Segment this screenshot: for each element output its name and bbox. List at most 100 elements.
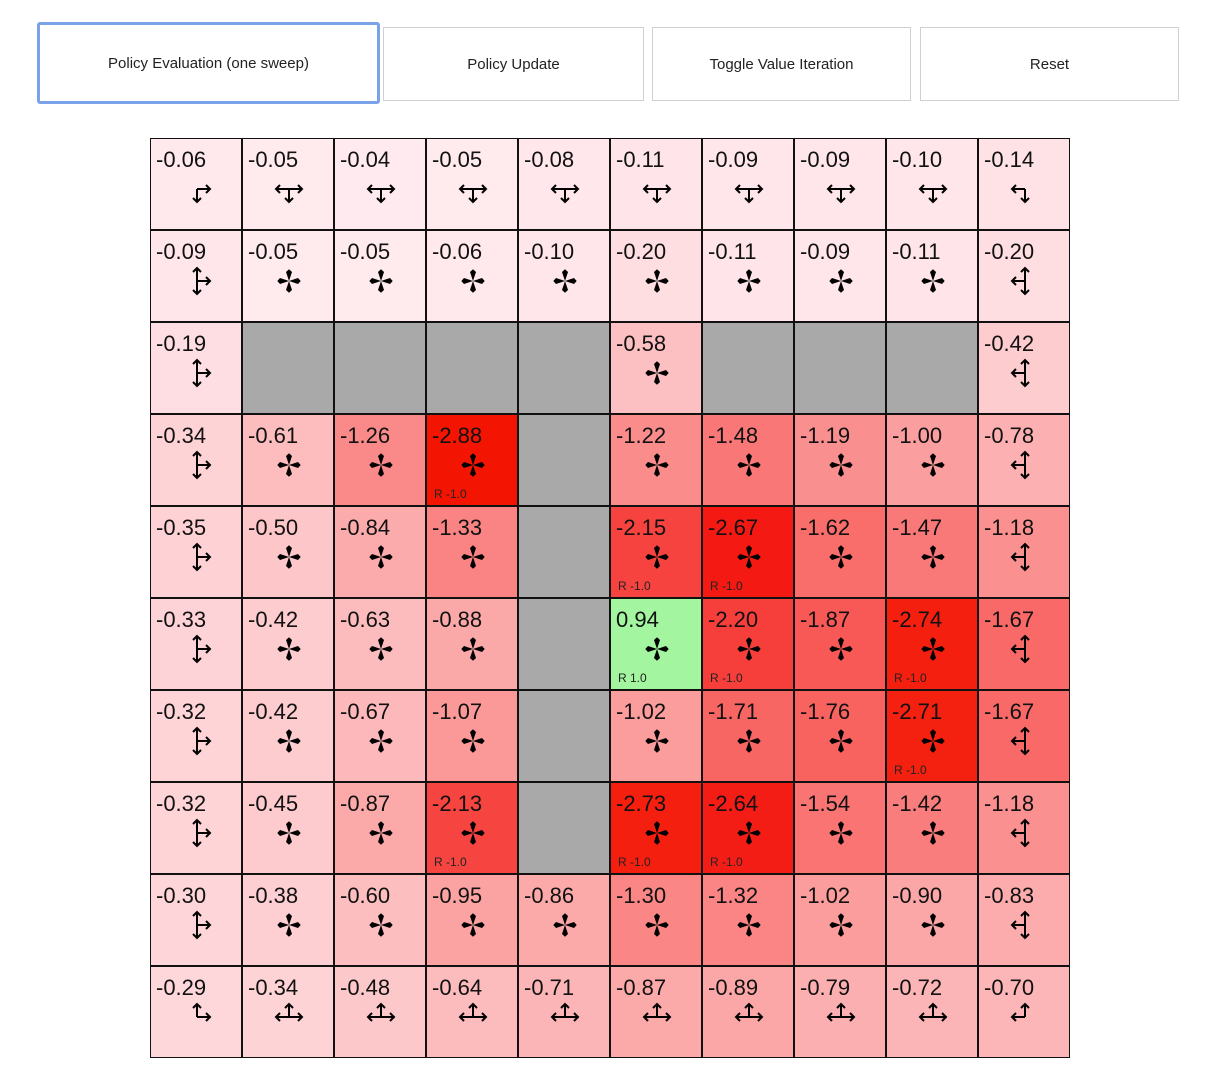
- wall-cell[interactable]: [518, 322, 610, 414]
- grid-cell[interactable]: -0.09: [794, 138, 886, 230]
- wall-cell[interactable]: [426, 322, 518, 414]
- grid-cell[interactable]: -0.48: [334, 966, 426, 1058]
- wall-cell[interactable]: [702, 322, 794, 414]
- grid-cell[interactable]: -0.63: [334, 598, 426, 690]
- grid-cell[interactable]: -1.18: [978, 782, 1070, 874]
- grid-cell[interactable]: -0.34: [150, 414, 242, 506]
- grid-cell[interactable]: -0.45: [242, 782, 334, 874]
- grid-cell[interactable]: -0.20: [610, 230, 702, 322]
- grid-cell[interactable]: -1.87: [794, 598, 886, 690]
- grid-cell[interactable]: -2.20 R -1.0: [702, 598, 794, 690]
- grid-cell[interactable]: -1.30: [610, 874, 702, 966]
- grid-cell[interactable]: -0.71: [518, 966, 610, 1058]
- grid-cell[interactable]: -0.05: [426, 138, 518, 230]
- wall-cell[interactable]: [518, 414, 610, 506]
- grid-cell[interactable]: -0.70: [978, 966, 1070, 1058]
- grid-cell[interactable]: -1.54: [794, 782, 886, 874]
- grid-cell[interactable]: -1.26: [334, 414, 426, 506]
- grid-cell[interactable]: -2.74 R -1.0: [886, 598, 978, 690]
- grid-cell[interactable]: -0.84: [334, 506, 426, 598]
- grid-cell[interactable]: -0.14: [978, 138, 1070, 230]
- grid-cell[interactable]: -2.15 R -1.0: [610, 506, 702, 598]
- grid-cell[interactable]: -0.19: [150, 322, 242, 414]
- grid-cell[interactable]: -0.05: [334, 230, 426, 322]
- grid-cell[interactable]: -1.33: [426, 506, 518, 598]
- grid-cell[interactable]: -0.11: [886, 230, 978, 322]
- grid-cell[interactable]: -0.42: [242, 690, 334, 782]
- grid-cell[interactable]: -0.11: [702, 230, 794, 322]
- grid-cell[interactable]: -1.62: [794, 506, 886, 598]
- grid-cell[interactable]: -0.32: [150, 690, 242, 782]
- grid-cell[interactable]: -0.38: [242, 874, 334, 966]
- grid-cell[interactable]: -0.08: [518, 138, 610, 230]
- grid-cell[interactable]: -1.02: [794, 874, 886, 966]
- grid-cell[interactable]: -1.32: [702, 874, 794, 966]
- grid-cell[interactable]: -0.50: [242, 506, 334, 598]
- grid-cell[interactable]: -2.73 R -1.0: [610, 782, 702, 874]
- wall-cell[interactable]: [518, 782, 610, 874]
- grid-cell[interactable]: -0.60: [334, 874, 426, 966]
- grid-cell[interactable]: -0.33: [150, 598, 242, 690]
- grid-cell[interactable]: -1.02: [610, 690, 702, 782]
- grid-cell[interactable]: -1.67: [978, 598, 1070, 690]
- grid-cell[interactable]: -0.20: [978, 230, 1070, 322]
- grid-cell[interactable]: -1.48: [702, 414, 794, 506]
- grid-cell[interactable]: -0.86: [518, 874, 610, 966]
- policy-evaluation-button[interactable]: Policy Evaluation (one sweep): [37, 22, 380, 104]
- grid-cell[interactable]: -1.19: [794, 414, 886, 506]
- grid-cell[interactable]: -0.95: [426, 874, 518, 966]
- grid-cell[interactable]: -0.61: [242, 414, 334, 506]
- grid-cell[interactable]: -1.76: [794, 690, 886, 782]
- wall-cell[interactable]: [518, 506, 610, 598]
- grid-cell[interactable]: -2.67 R -1.0: [702, 506, 794, 598]
- grid-cell[interactable]: -2.64 R -1.0: [702, 782, 794, 874]
- toggle-value-iteration-button[interactable]: Toggle Value Iteration: [652, 27, 911, 101]
- grid-cell[interactable]: -0.04: [334, 138, 426, 230]
- grid-cell[interactable]: -0.67: [334, 690, 426, 782]
- wall-cell[interactable]: [518, 690, 610, 782]
- grid-cell[interactable]: -0.58: [610, 322, 702, 414]
- grid-cell[interactable]: -1.07: [426, 690, 518, 782]
- grid-cell[interactable]: -0.05: [242, 230, 334, 322]
- policy-update-button[interactable]: Policy Update: [383, 27, 644, 101]
- grid-cell[interactable]: -0.72: [886, 966, 978, 1058]
- grid-cell[interactable]: -1.18: [978, 506, 1070, 598]
- grid-cell[interactable]: -2.13 R -1.0: [426, 782, 518, 874]
- grid-cell[interactable]: -0.32: [150, 782, 242, 874]
- wall-cell[interactable]: [334, 322, 426, 414]
- grid-cell[interactable]: -0.09: [702, 138, 794, 230]
- grid-cell[interactable]: -0.09: [150, 230, 242, 322]
- grid-cell[interactable]: -0.90: [886, 874, 978, 966]
- grid-cell[interactable]: -1.22: [610, 414, 702, 506]
- grid-cell[interactable]: -1.42: [886, 782, 978, 874]
- wall-cell[interactable]: [794, 322, 886, 414]
- wall-cell[interactable]: [886, 322, 978, 414]
- grid-cell[interactable]: -1.67: [978, 690, 1070, 782]
- wall-cell[interactable]: [242, 322, 334, 414]
- grid-cell[interactable]: -1.47: [886, 506, 978, 598]
- grid-cell[interactable]: -0.42: [978, 322, 1070, 414]
- grid-cell[interactable]: -0.10: [886, 138, 978, 230]
- grid-cell[interactable]: -1.71: [702, 690, 794, 782]
- grid-cell[interactable]: -0.11: [610, 138, 702, 230]
- grid-cell[interactable]: -0.29: [150, 966, 242, 1058]
- grid-cell[interactable]: -0.83: [978, 874, 1070, 966]
- grid-cell[interactable]: -2.71 R -1.0: [886, 690, 978, 782]
- grid-cell[interactable]: -0.30: [150, 874, 242, 966]
- grid-cell[interactable]: -0.88: [426, 598, 518, 690]
- grid-cell[interactable]: -0.34: [242, 966, 334, 1058]
- grid-cell[interactable]: -0.64: [426, 966, 518, 1058]
- wall-cell[interactable]: [518, 598, 610, 690]
- grid-cell[interactable]: -0.35: [150, 506, 242, 598]
- grid-cell[interactable]: -0.06: [426, 230, 518, 322]
- grid-cell[interactable]: -0.89: [702, 966, 794, 1058]
- reset-button[interactable]: Reset: [920, 27, 1179, 101]
- grid-cell[interactable]: -1.00: [886, 414, 978, 506]
- grid-cell[interactable]: -0.10: [518, 230, 610, 322]
- grid-cell[interactable]: -0.78: [978, 414, 1070, 506]
- grid-cell[interactable]: -0.79: [794, 966, 886, 1058]
- grid-cell[interactable]: -0.09: [794, 230, 886, 322]
- grid-cell[interactable]: -0.87: [610, 966, 702, 1058]
- grid-cell[interactable]: -0.05: [242, 138, 334, 230]
- grid-cell[interactable]: 0.94 R 1.0: [610, 598, 702, 690]
